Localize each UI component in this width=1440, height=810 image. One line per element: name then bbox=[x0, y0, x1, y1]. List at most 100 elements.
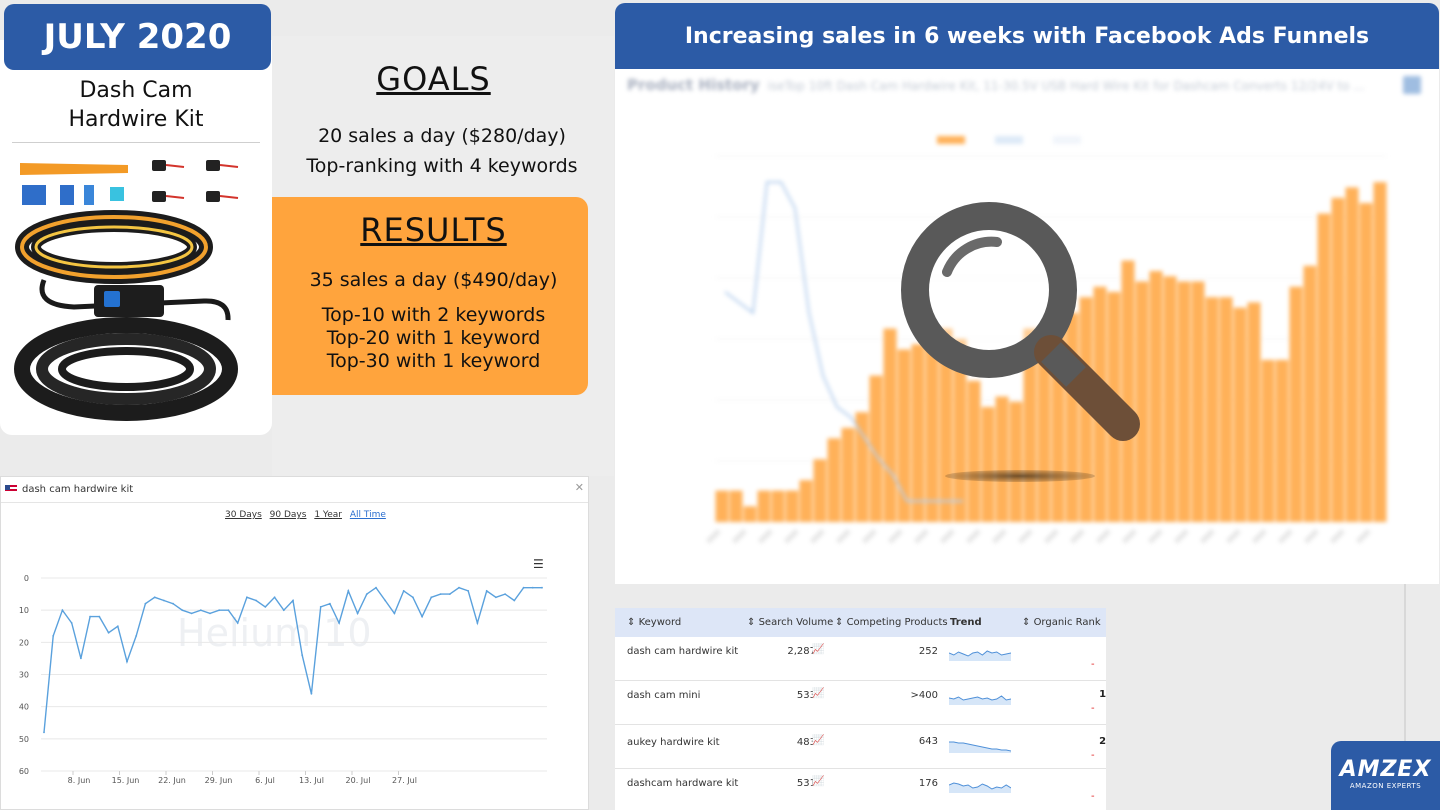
rank-point bbox=[541, 586, 543, 589]
x-tick-label: 8. Jun bbox=[68, 776, 91, 785]
trend-sparkline bbox=[949, 782, 1011, 793]
search-volume-cell: 533 bbox=[796, 690, 816, 701]
sales-chart-subtitle: iseTop 10ft Dash Cam Hardwire Kit, 11-30… bbox=[767, 79, 1365, 93]
product-title-line1: Dash Cam bbox=[79, 78, 193, 103]
sales-bar bbox=[1247, 302, 1261, 522]
results-box: RESULTS 35 sales a day ($490/day) Top-10… bbox=[272, 197, 588, 395]
headline-banner: Increasing sales in 6 weeks with Faceboo… bbox=[615, 3, 1439, 69]
rank-point bbox=[430, 596, 433, 599]
x-tick bbox=[991, 528, 1007, 544]
range-30-days[interactable]: 30 Days bbox=[225, 510, 262, 520]
product-title-line2: Hardwire Kit bbox=[68, 107, 204, 132]
rank-point bbox=[522, 586, 525, 589]
trend-chart-icon[interactable]: 📈 bbox=[812, 776, 825, 787]
rank-point bbox=[458, 586, 460, 589]
x-tick bbox=[1173, 528, 1189, 544]
x-tick bbox=[1121, 528, 1137, 544]
sales-bar bbox=[1289, 286, 1303, 522]
sales-chart-title: Product History bbox=[627, 76, 760, 94]
rank-line bbox=[43, 586, 542, 733]
results-line-4: Top-30 with 1 keyword bbox=[326, 350, 541, 372]
rank-point bbox=[70, 622, 73, 624]
x-tick bbox=[1355, 528, 1371, 544]
rank-point bbox=[531, 586, 534, 589]
rank-point bbox=[89, 615, 91, 618]
sales-bar bbox=[1373, 182, 1387, 522]
rank-point bbox=[375, 586, 377, 589]
rank-point bbox=[116, 625, 119, 628]
trend-chart-icon[interactable]: 📈 bbox=[812, 644, 825, 655]
rank-point bbox=[282, 609, 285, 612]
close-icon[interactable]: ✕ bbox=[574, 481, 584, 494]
sales-bar bbox=[785, 490, 799, 522]
rank-keyword-title: dash cam hardwire kit bbox=[22, 484, 134, 495]
sales-bar bbox=[841, 427, 855, 522]
x-tick bbox=[809, 528, 825, 544]
rank-point bbox=[467, 590, 470, 592]
x-tick-label: 13. Jul bbox=[299, 776, 324, 785]
product-title: Dash Cam Hardwire Kit bbox=[0, 76, 272, 134]
x-tick bbox=[783, 528, 799, 544]
trend-chart-icon[interactable]: 📈 bbox=[812, 688, 825, 699]
keyword-cell: aukey hardwire kit bbox=[627, 737, 720, 748]
y-tick-label: 30 bbox=[19, 671, 29, 680]
helium10-watermark: Helium 10 bbox=[177, 611, 372, 655]
chart-toggle-icon[interactable] bbox=[1403, 76, 1421, 94]
results-title: RESULTS bbox=[360, 211, 507, 249]
x-tick bbox=[835, 528, 851, 544]
rank-point bbox=[338, 622, 340, 624]
col-search-volume[interactable]: ⇕ Search Volume bbox=[747, 617, 834, 628]
keyword-cell: dash cam hardwire kit bbox=[627, 646, 739, 657]
rank-point bbox=[301, 654, 304, 657]
col-keyword[interactable]: ⇕ Keyword bbox=[627, 617, 682, 628]
us-flag-icon bbox=[5, 485, 17, 493]
results-line-2: Top-10 with 2 keywords bbox=[321, 304, 546, 326]
rank-point bbox=[393, 612, 396, 615]
rank-point bbox=[310, 692, 313, 695]
keyword-row[interactable]: aukey hardwire kit 483 643 27- 📈 bbox=[615, 725, 1106, 769]
logo-name: AMZEX bbox=[1339, 757, 1432, 782]
logo-tagline: AMAZON EXPERTS bbox=[1349, 782, 1422, 790]
x-tick bbox=[1017, 528, 1033, 544]
range-90-days[interactable]: 90 Days bbox=[269, 510, 307, 520]
trend-chart-icon[interactable]: 📈 bbox=[812, 735, 825, 746]
rank-chart: 0 10 20 30 40 50 60 8. Jun 15. Jun 22. Jun 29. Jun… bbox=[19, 574, 547, 785]
col-organic-rank[interactable]: ⇕ Organic Rank bbox=[1022, 617, 1101, 628]
sales-bar bbox=[1205, 297, 1219, 522]
rank-point bbox=[163, 599, 165, 602]
sales-bar bbox=[771, 490, 785, 522]
x-tick bbox=[939, 528, 955, 544]
x-tick bbox=[1277, 528, 1293, 544]
x-tick bbox=[1225, 528, 1241, 544]
keyword-row[interactable]: dashcam hardware kit5311766-📈 bbox=[615, 769, 1106, 810]
x-tick-label: 15. Jun bbox=[112, 776, 140, 785]
x-tick bbox=[1095, 528, 1111, 544]
keyword-row[interactable]: dash cam mini 533 >400 19- 📈 bbox=[615, 681, 1106, 725]
rank-point bbox=[52, 635, 55, 637]
rank-point bbox=[384, 599, 387, 602]
keyword-cell: dash cam mini bbox=[627, 690, 701, 701]
range-all-time[interactable]: All Time bbox=[349, 510, 386, 520]
sales-bar bbox=[1261, 359, 1275, 522]
amzex-logo: AMZEX AMAZON EXPERTS bbox=[1331, 741, 1440, 810]
y-tick-label: 60 bbox=[19, 767, 29, 776]
blurred-chart: Product History iseTop 10ft Dash Cam Hard… bbox=[615, 66, 1439, 584]
product-card: Dash Cam Hardwire Kit bbox=[0, 40, 272, 435]
sales-bar bbox=[1149, 271, 1163, 522]
sales-bar bbox=[1121, 260, 1135, 522]
legend-swatch bbox=[995, 136, 1023, 144]
search-volume-cell: 483 bbox=[796, 737, 816, 748]
rank-point bbox=[412, 596, 414, 599]
x-tick bbox=[965, 528, 981, 544]
rank-point bbox=[144, 602, 147, 605]
chart-menu-icon[interactable]: ☰ bbox=[533, 557, 544, 571]
sales-bar bbox=[743, 506, 757, 522]
results-line-3: Top-20 with 1 keyword bbox=[326, 327, 541, 349]
sales-bar bbox=[757, 490, 771, 522]
rank-point bbox=[246, 596, 248, 599]
rank-point bbox=[181, 609, 184, 612]
x-tick-label: 27. Jul bbox=[392, 776, 417, 785]
col-competing-products[interactable]: ⇕ Competing Products bbox=[835, 617, 948, 628]
range-1-year[interactable]: 1 Year bbox=[314, 510, 342, 520]
